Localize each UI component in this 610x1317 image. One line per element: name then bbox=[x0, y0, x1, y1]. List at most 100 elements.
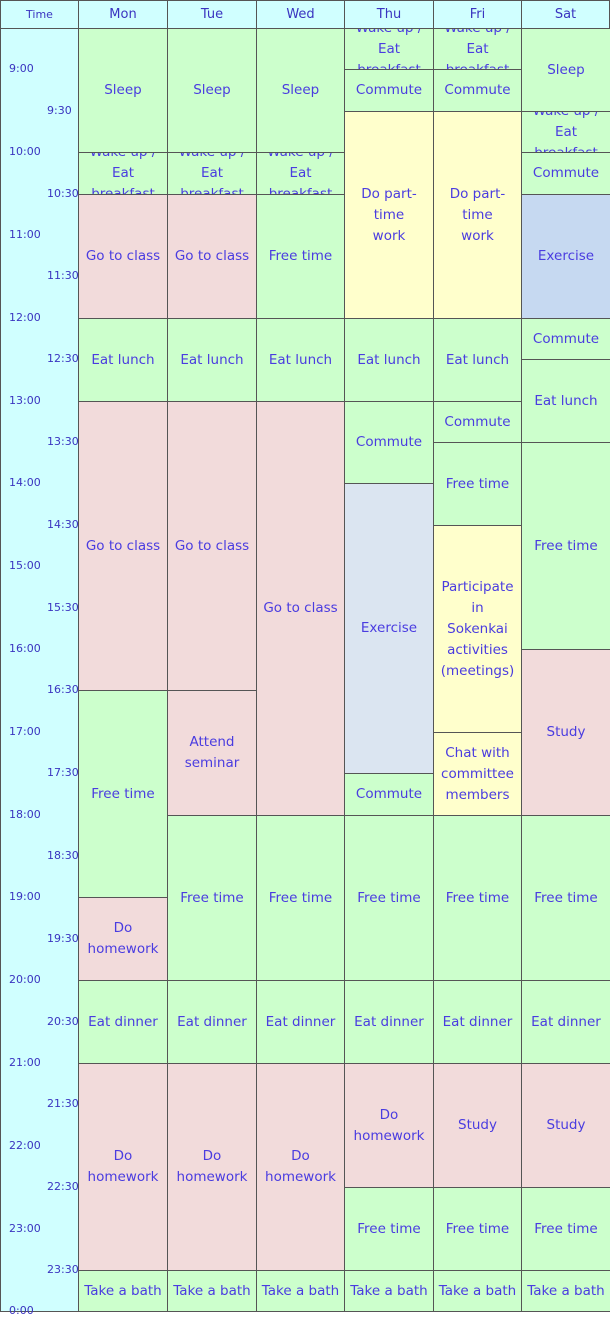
event-mon-8: Do homework bbox=[78, 1063, 168, 1271]
time-label: 10:30 bbox=[47, 187, 79, 200]
event-sat-10: Study bbox=[521, 1063, 610, 1188]
time-label: 11:00 bbox=[9, 228, 41, 241]
event-fri-4: Commute bbox=[433, 401, 522, 443]
event-tue-2: Go to class bbox=[167, 194, 257, 319]
event-fri-11: Free time bbox=[433, 1187, 522, 1271]
event-mon-3: Eat lunch bbox=[78, 318, 168, 402]
event-thu-0: Wake up / Eat breakfast bbox=[344, 28, 434, 70]
time-label: 13:00 bbox=[9, 394, 41, 407]
event-mon-2: Go to class bbox=[78, 194, 168, 319]
event-wed-4: Go to class bbox=[256, 401, 345, 816]
event-sat-6: Free time bbox=[521, 442, 610, 650]
event-fri-12: Take a bath bbox=[433, 1270, 522, 1312]
event-thu-1: Commute bbox=[344, 69, 434, 112]
event-mon-6: Do homework bbox=[78, 897, 168, 981]
event-tue-4: Go to class bbox=[167, 401, 257, 691]
event-thu-2: Do part-time work bbox=[344, 111, 434, 319]
event-sat-0: Sleep bbox=[521, 28, 610, 112]
event-sat-3: Exercise bbox=[521, 194, 610, 319]
event-thu-3: Eat lunch bbox=[344, 318, 434, 402]
time-label: 14:00 bbox=[9, 476, 41, 489]
time-label: 15:30 bbox=[47, 601, 79, 614]
event-fri-6: Participate in Sokenkai activities (meet… bbox=[433, 525, 522, 733]
time-label: 21:30 bbox=[47, 1097, 79, 1110]
event-thu-10: Free time bbox=[344, 1187, 434, 1271]
time-label: 17:30 bbox=[47, 766, 79, 779]
event-wed-5: Free time bbox=[256, 815, 345, 981]
event-mon-9: Take a bath bbox=[78, 1270, 168, 1312]
event-wed-7: Do homework bbox=[256, 1063, 345, 1271]
event-mon-4: Go to class bbox=[78, 401, 168, 691]
event-fri-0: Wake up / Eat breakfast bbox=[433, 28, 522, 70]
time-header: Time bbox=[0, 0, 79, 29]
time-label: 22:00 bbox=[9, 1139, 41, 1152]
event-fri-5: Free time bbox=[433, 442, 522, 526]
event-tue-3: Eat lunch bbox=[167, 318, 257, 402]
time-label: 15:00 bbox=[9, 559, 41, 572]
time-label: 12:00 bbox=[9, 311, 41, 324]
time-label: 18:00 bbox=[9, 808, 41, 821]
event-sat-7: Study bbox=[521, 649, 610, 816]
event-wed-2: Free time bbox=[256, 194, 345, 319]
time-label: 10:00 bbox=[9, 145, 41, 158]
event-mon-1: Wake up / Eat breakfast bbox=[78, 152, 168, 195]
time-label: 9:00 bbox=[9, 62, 34, 75]
event-tue-0: Sleep bbox=[167, 28, 257, 153]
event-sat-2: Commute bbox=[521, 152, 610, 195]
day-header-mon: Mon bbox=[78, 0, 168, 29]
event-tue-8: Do homework bbox=[167, 1063, 257, 1271]
event-tue-7: Eat dinner bbox=[167, 980, 257, 1064]
event-sat-8: Free time bbox=[521, 815, 610, 981]
event-thu-5: Exercise bbox=[344, 483, 434, 774]
time-column bbox=[0, 28, 79, 1312]
event-thu-11: Take a bath bbox=[344, 1270, 434, 1312]
event-fri-7: Chat with committee members bbox=[433, 732, 522, 816]
event-sat-5: Eat lunch bbox=[521, 359, 610, 443]
day-header-tue: Tue bbox=[167, 0, 257, 29]
event-wed-0: Sleep bbox=[256, 28, 345, 153]
day-header-thu: Thu bbox=[344, 0, 434, 29]
event-wed-6: Eat dinner bbox=[256, 980, 345, 1064]
time-label: 19:00 bbox=[9, 890, 41, 903]
event-tue-5: Attend seminar bbox=[167, 690, 257, 816]
event-fri-3: Eat lunch bbox=[433, 318, 522, 402]
event-thu-4: Commute bbox=[344, 401, 434, 484]
time-label: 11:30 bbox=[47, 269, 79, 282]
time-label: 20:30 bbox=[47, 1015, 79, 1028]
event-tue-1: Wake up / Eat breakfast bbox=[167, 152, 257, 195]
time-label: 12:30 bbox=[47, 352, 79, 365]
event-mon-7: Eat dinner bbox=[78, 980, 168, 1064]
event-wed-1: Wake up / Eat breakfast bbox=[256, 152, 345, 195]
event-mon-0: Sleep bbox=[78, 28, 168, 153]
event-thu-8: Eat dinner bbox=[344, 980, 434, 1064]
time-label: 20:00 bbox=[9, 973, 41, 986]
time-label: 23:00 bbox=[9, 1222, 41, 1235]
day-header-wed: Wed bbox=[256, 0, 345, 29]
event-sat-11: Free time bbox=[521, 1187, 610, 1271]
time-label: 14:30 bbox=[47, 518, 79, 531]
time-label: 9:30 bbox=[47, 104, 72, 117]
event-thu-6: Commute bbox=[344, 773, 434, 816]
event-sat-4: Commute bbox=[521, 318, 610, 360]
event-fri-9: Eat dinner bbox=[433, 980, 522, 1064]
time-label: 17:00 bbox=[9, 725, 41, 738]
day-header-fri: Fri bbox=[433, 0, 522, 29]
event-fri-8: Free time bbox=[433, 815, 522, 981]
time-label: 13:30 bbox=[47, 435, 79, 448]
event-mon-5: Free time bbox=[78, 690, 168, 898]
event-fri-2: Do part-time work bbox=[433, 111, 522, 319]
event-tue-9: Take a bath bbox=[167, 1270, 257, 1312]
event-fri-1: Commute bbox=[433, 69, 522, 112]
event-wed-3: Eat lunch bbox=[256, 318, 345, 402]
time-label: 21:00 bbox=[9, 1056, 41, 1069]
time-label: 18:30 bbox=[47, 849, 79, 862]
time-label: 16:30 bbox=[47, 683, 79, 696]
time-label: 23:30 bbox=[47, 1263, 79, 1276]
day-header-sat: Sat bbox=[521, 0, 610, 29]
time-label: 19:30 bbox=[47, 932, 79, 945]
event-fri-10: Study bbox=[433, 1063, 522, 1188]
time-label: 22:30 bbox=[47, 1180, 79, 1193]
event-sat-12: Take a bath bbox=[521, 1270, 610, 1312]
event-sat-1: Wake up / Eat breakfast bbox=[521, 111, 610, 153]
